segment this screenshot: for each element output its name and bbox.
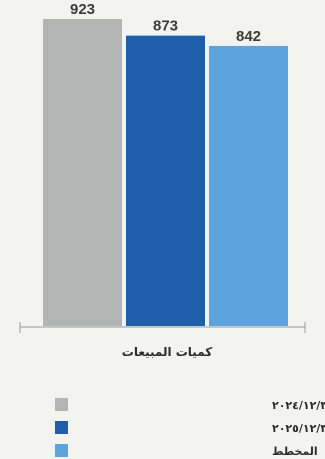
legend-swatch-3: [55, 444, 68, 457]
legend-swatch-2: [55, 421, 68, 434]
legend-swatch-1: [55, 398, 68, 411]
bar-series-3: [209, 45, 288, 326]
legend-label-1: الفترة من ٢٠٢٤/٧/١ إلى ٢٠٢٤/١٢/٣١: [272, 399, 325, 412]
bar-series-2: [126, 35, 205, 326]
bar-series-1: [43, 19, 122, 326]
data-label-series-2: 873: [153, 18, 178, 35]
legend-label-3: المخطط: [272, 445, 318, 458]
data-label-series-3: 842: [236, 28, 261, 45]
legend-label-2: الفترة من ٢٠٢٥/٧/١ إلى ٢٠٢٥/١٢/٣١: [272, 422, 325, 435]
legend: الفترة من ٢٠٢٤/٧/١ إلى ٢٠٢٤/١٢/٣١ الفترة …: [55, 398, 325, 458]
data-label-series-1: 923: [70, 1, 95, 18]
category-label: كميات المبيعات: [122, 345, 212, 359]
